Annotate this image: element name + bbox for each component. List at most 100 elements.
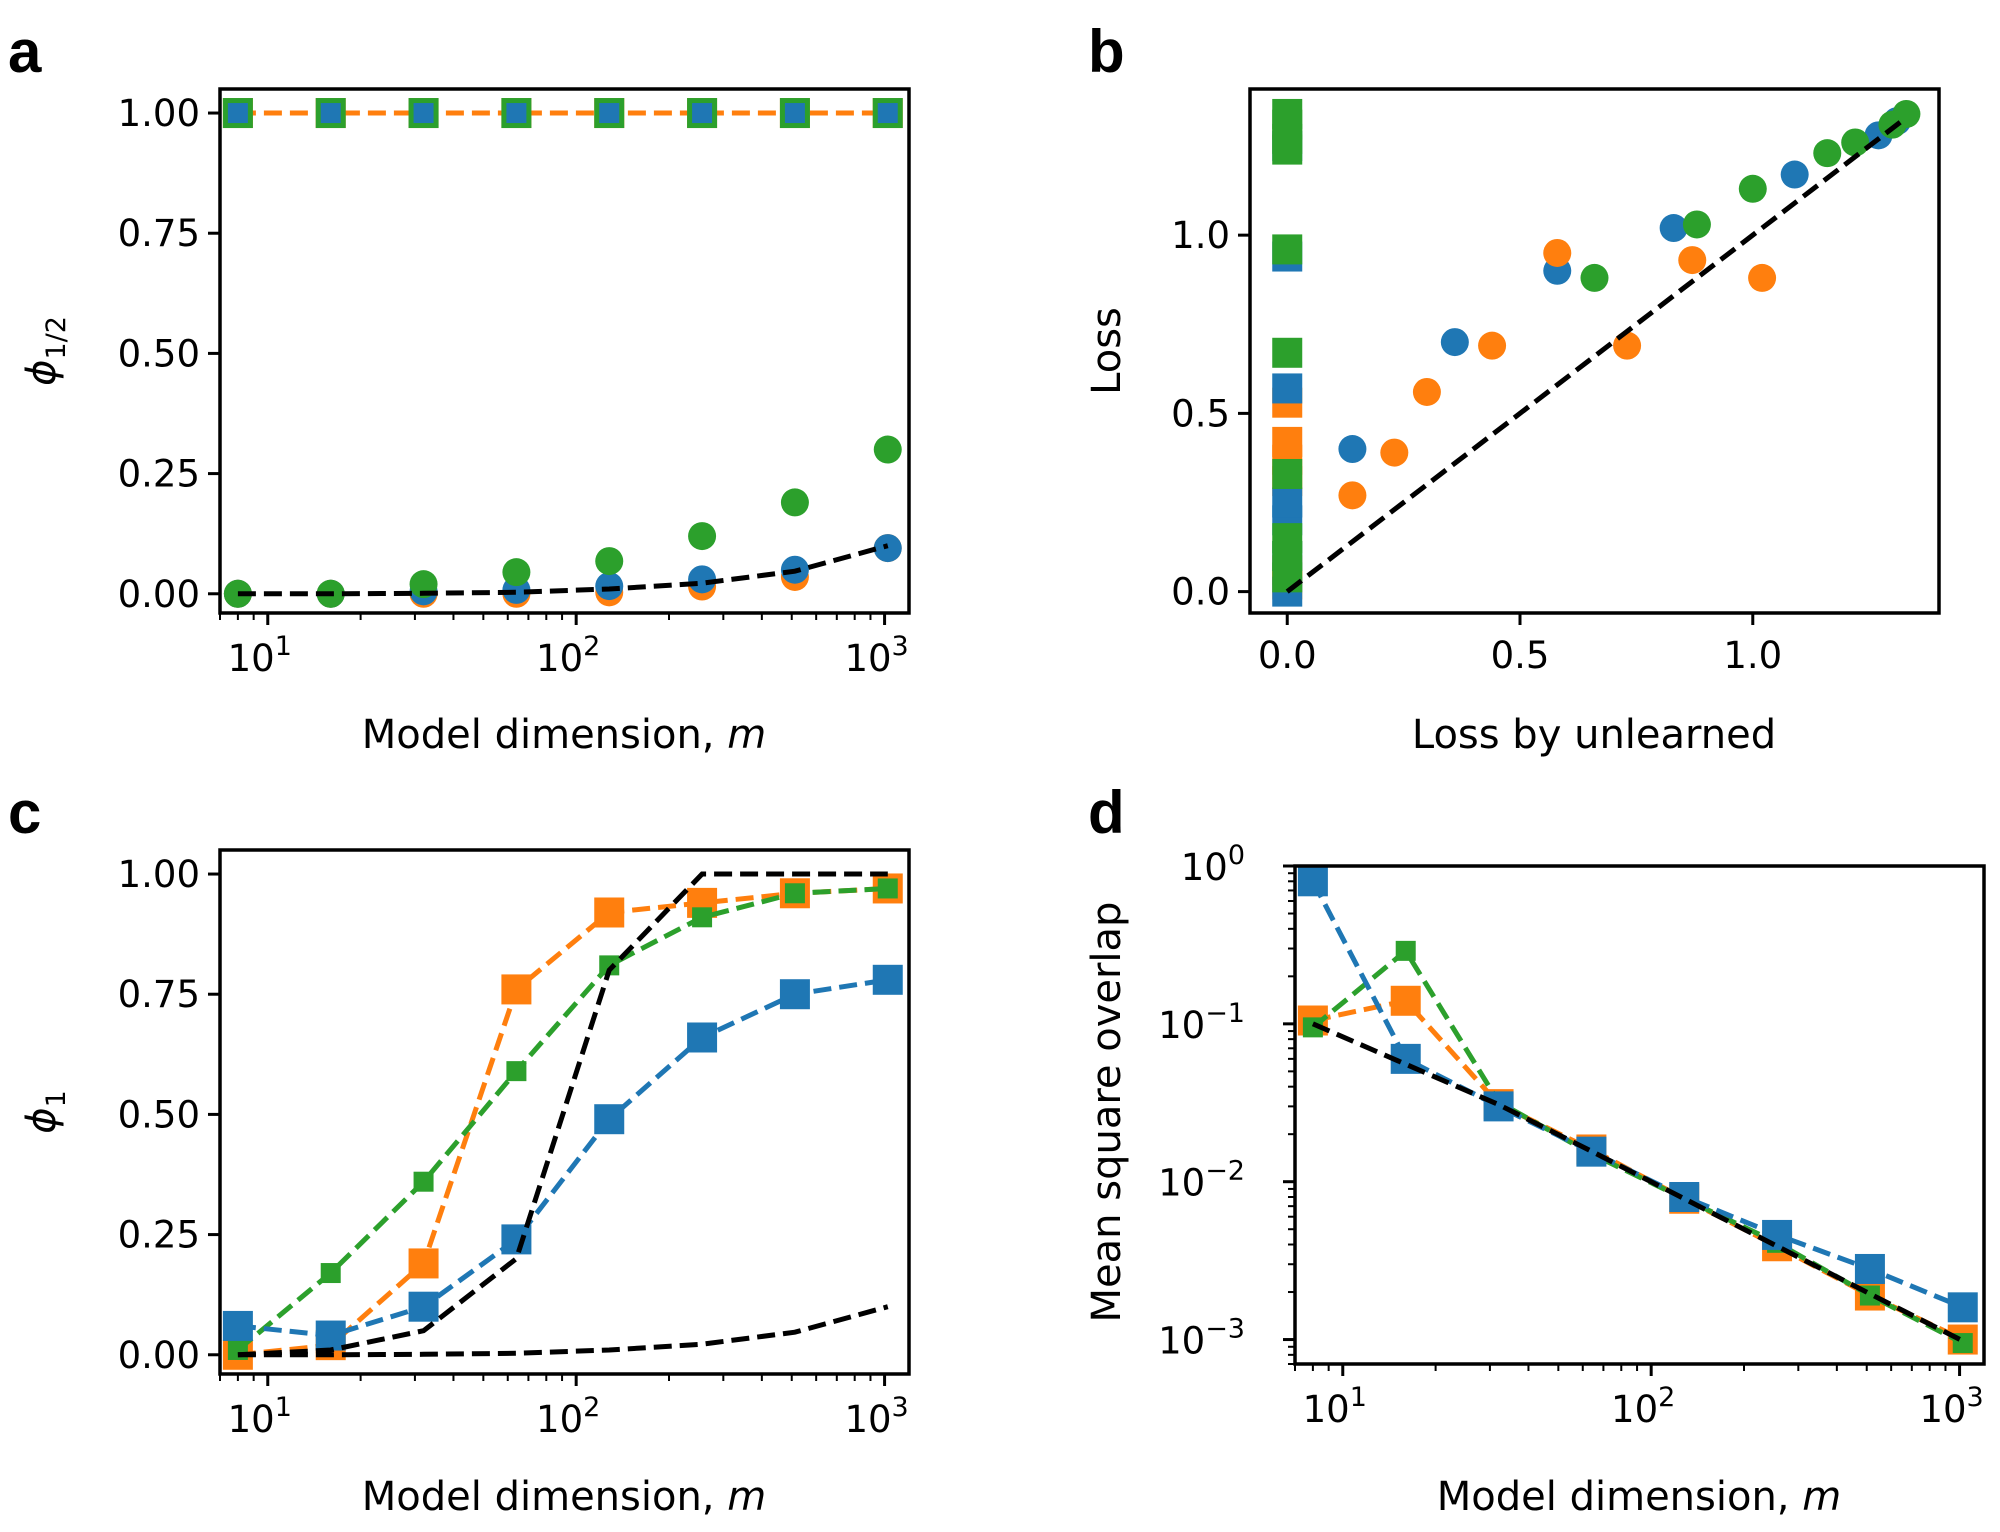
b-blue-point: [1272, 487, 1303, 518]
b-green-point: [1272, 98, 1303, 129]
y-tick-label: 0.25: [118, 453, 200, 496]
b-green-point: [1580, 263, 1609, 292]
b-green-point: [1272, 458, 1303, 489]
c-green-point: [599, 955, 620, 976]
d-blue-point: [1762, 1219, 1793, 1250]
c-orange-point: [594, 897, 625, 928]
c-orange-point: [408, 1248, 439, 1279]
x-tick-label: 0.5: [1491, 634, 1550, 677]
b-blue-point: [1338, 435, 1367, 464]
y-ticks-a: 0.00 0.25 0.50 0.75 1.00: [118, 92, 220, 616]
a-blue-point: [595, 572, 624, 601]
a-blue-point: [227, 103, 248, 124]
a-green-point: [595, 547, 624, 576]
panel-a: a 0.00 0.25 0.50 0.75 1.00 101 102 103 Model d…: [8, 18, 911, 758]
x-tick-label: 103: [1919, 1382, 1983, 1431]
d-blue-point: [1297, 866, 1328, 897]
c-black-line: [237, 871, 888, 1358]
y-axis-label-c: ϕ1: [19, 1090, 72, 1134]
c-green-point: [413, 1171, 434, 1192]
x-axis-label-c: Model dimension, m: [362, 1474, 766, 1520]
x-tick-label: 102: [1611, 1382, 1675, 1431]
panel-d: d 10−3 10−2 10−1 100 101 102 103 Model dimens…: [1084, 779, 1986, 1520]
x-axis-label-a: Model dimension, m: [362, 712, 766, 758]
x-tick-label: 103: [844, 1392, 908, 1441]
d-blue-point: [1576, 1136, 1607, 1167]
plot-area-a: [222, 98, 903, 608]
b-blue-point: [1440, 328, 1469, 357]
a-green-point: [502, 558, 531, 587]
b-orange-point: [1412, 377, 1441, 406]
d-blue-point: [1854, 1253, 1885, 1284]
b-orange-point: [1380, 438, 1409, 467]
x-tick-label: 102: [536, 631, 600, 680]
c-green-point: [692, 907, 713, 928]
y-tick-label: 0.00: [118, 1334, 200, 1377]
y-tick-label: 10−2: [1158, 1156, 1245, 1205]
y-tick-label: 0.75: [118, 973, 200, 1016]
b-orange-point: [1543, 238, 1572, 267]
x-ticks-a: 101 102 103: [219, 613, 909, 680]
b-green-point: [1892, 99, 1921, 128]
b-orange-point: [1748, 263, 1777, 292]
b-green-point: [1682, 210, 1711, 239]
a-green-point: [873, 435, 902, 464]
b-blue-point: [1659, 214, 1688, 243]
c-blue-point: [408, 1291, 439, 1322]
x-ticks-c: 101 102 103: [219, 1374, 909, 1441]
a-blue-point: [320, 103, 341, 124]
x-tick-label: 101: [228, 631, 292, 680]
axes-frame-a: [218, 87, 911, 615]
x-ticks-d: 101 102 103: [1294, 1364, 1984, 1431]
x-tick-label: 0.0: [1258, 634, 1317, 677]
c-black-line: [237, 1304, 889, 1358]
b-green-point: [1841, 128, 1870, 157]
a-blue-point: [506, 103, 527, 124]
x-axis-label-d: Model dimension, m: [1437, 1474, 1841, 1520]
x-ticks-b: 0.0 0.5 1.0: [1258, 613, 1782, 677]
y-tick-label: 0.5: [1171, 392, 1230, 435]
panel-label-a: a: [8, 18, 42, 85]
d-green-line: [1311, 947, 1964, 1346]
c-blue-point: [687, 1022, 718, 1053]
b-orange-point: [1338, 481, 1367, 510]
y-tick-label: 10−3: [1158, 1314, 1245, 1363]
c-blue-point: [779, 979, 810, 1010]
a-blue-point: [784, 103, 805, 124]
c-blue-point: [222, 1310, 253, 1341]
a-green-point: [688, 522, 717, 551]
x-axis-label-b: Loss by unlearned: [1412, 712, 1776, 758]
d-green-point: [1302, 1017, 1323, 1038]
y-axis-label-a: ϕ1/2: [19, 316, 72, 386]
b-green-point: [1738, 174, 1767, 203]
x-tick-label: 101: [228, 1392, 292, 1441]
c-green-point: [784, 883, 805, 904]
a-black-line: [237, 543, 889, 597]
y-tick-label: 0.50: [118, 1093, 200, 1136]
c-green-point: [320, 1263, 341, 1284]
y-axis-label-b: Loss: [1084, 307, 1130, 395]
b-green-point: [1272, 337, 1303, 368]
y-tick-label: 0.25: [118, 1214, 200, 1257]
b-blue-point: [1272, 373, 1303, 404]
y-tick-label: 0.0: [1171, 571, 1230, 614]
y-ticks-c: 0.00 0.25 0.50 0.75 1.00: [118, 853, 220, 1377]
x-tick-label: 103: [844, 631, 908, 680]
b-orange-point: [1678, 246, 1707, 275]
c-orange-point: [501, 974, 532, 1005]
y-tick-label: 100: [1181, 840, 1245, 889]
d-blue-point: [1669, 1181, 1700, 1212]
x-tick-label: 101: [1303, 1382, 1367, 1431]
panel-b: b 0.00.51.0 0.0 0.5 1.0 Loss by unlearned …: [1084, 18, 1941, 758]
c-green-point: [506, 1061, 527, 1082]
c-blue-point: [501, 1224, 532, 1255]
y-tick-label: 10−1: [1158, 998, 1245, 1047]
d-black-line: [1311, 1021, 1964, 1344]
a-blue-point: [599, 103, 620, 124]
d-blue-point: [1483, 1091, 1514, 1122]
x-tick-label: 1.0: [1723, 634, 1782, 677]
x-tick-label: 102: [536, 1392, 600, 1441]
a-blue-point: [877, 103, 898, 124]
b-blue-point: [1780, 160, 1809, 189]
